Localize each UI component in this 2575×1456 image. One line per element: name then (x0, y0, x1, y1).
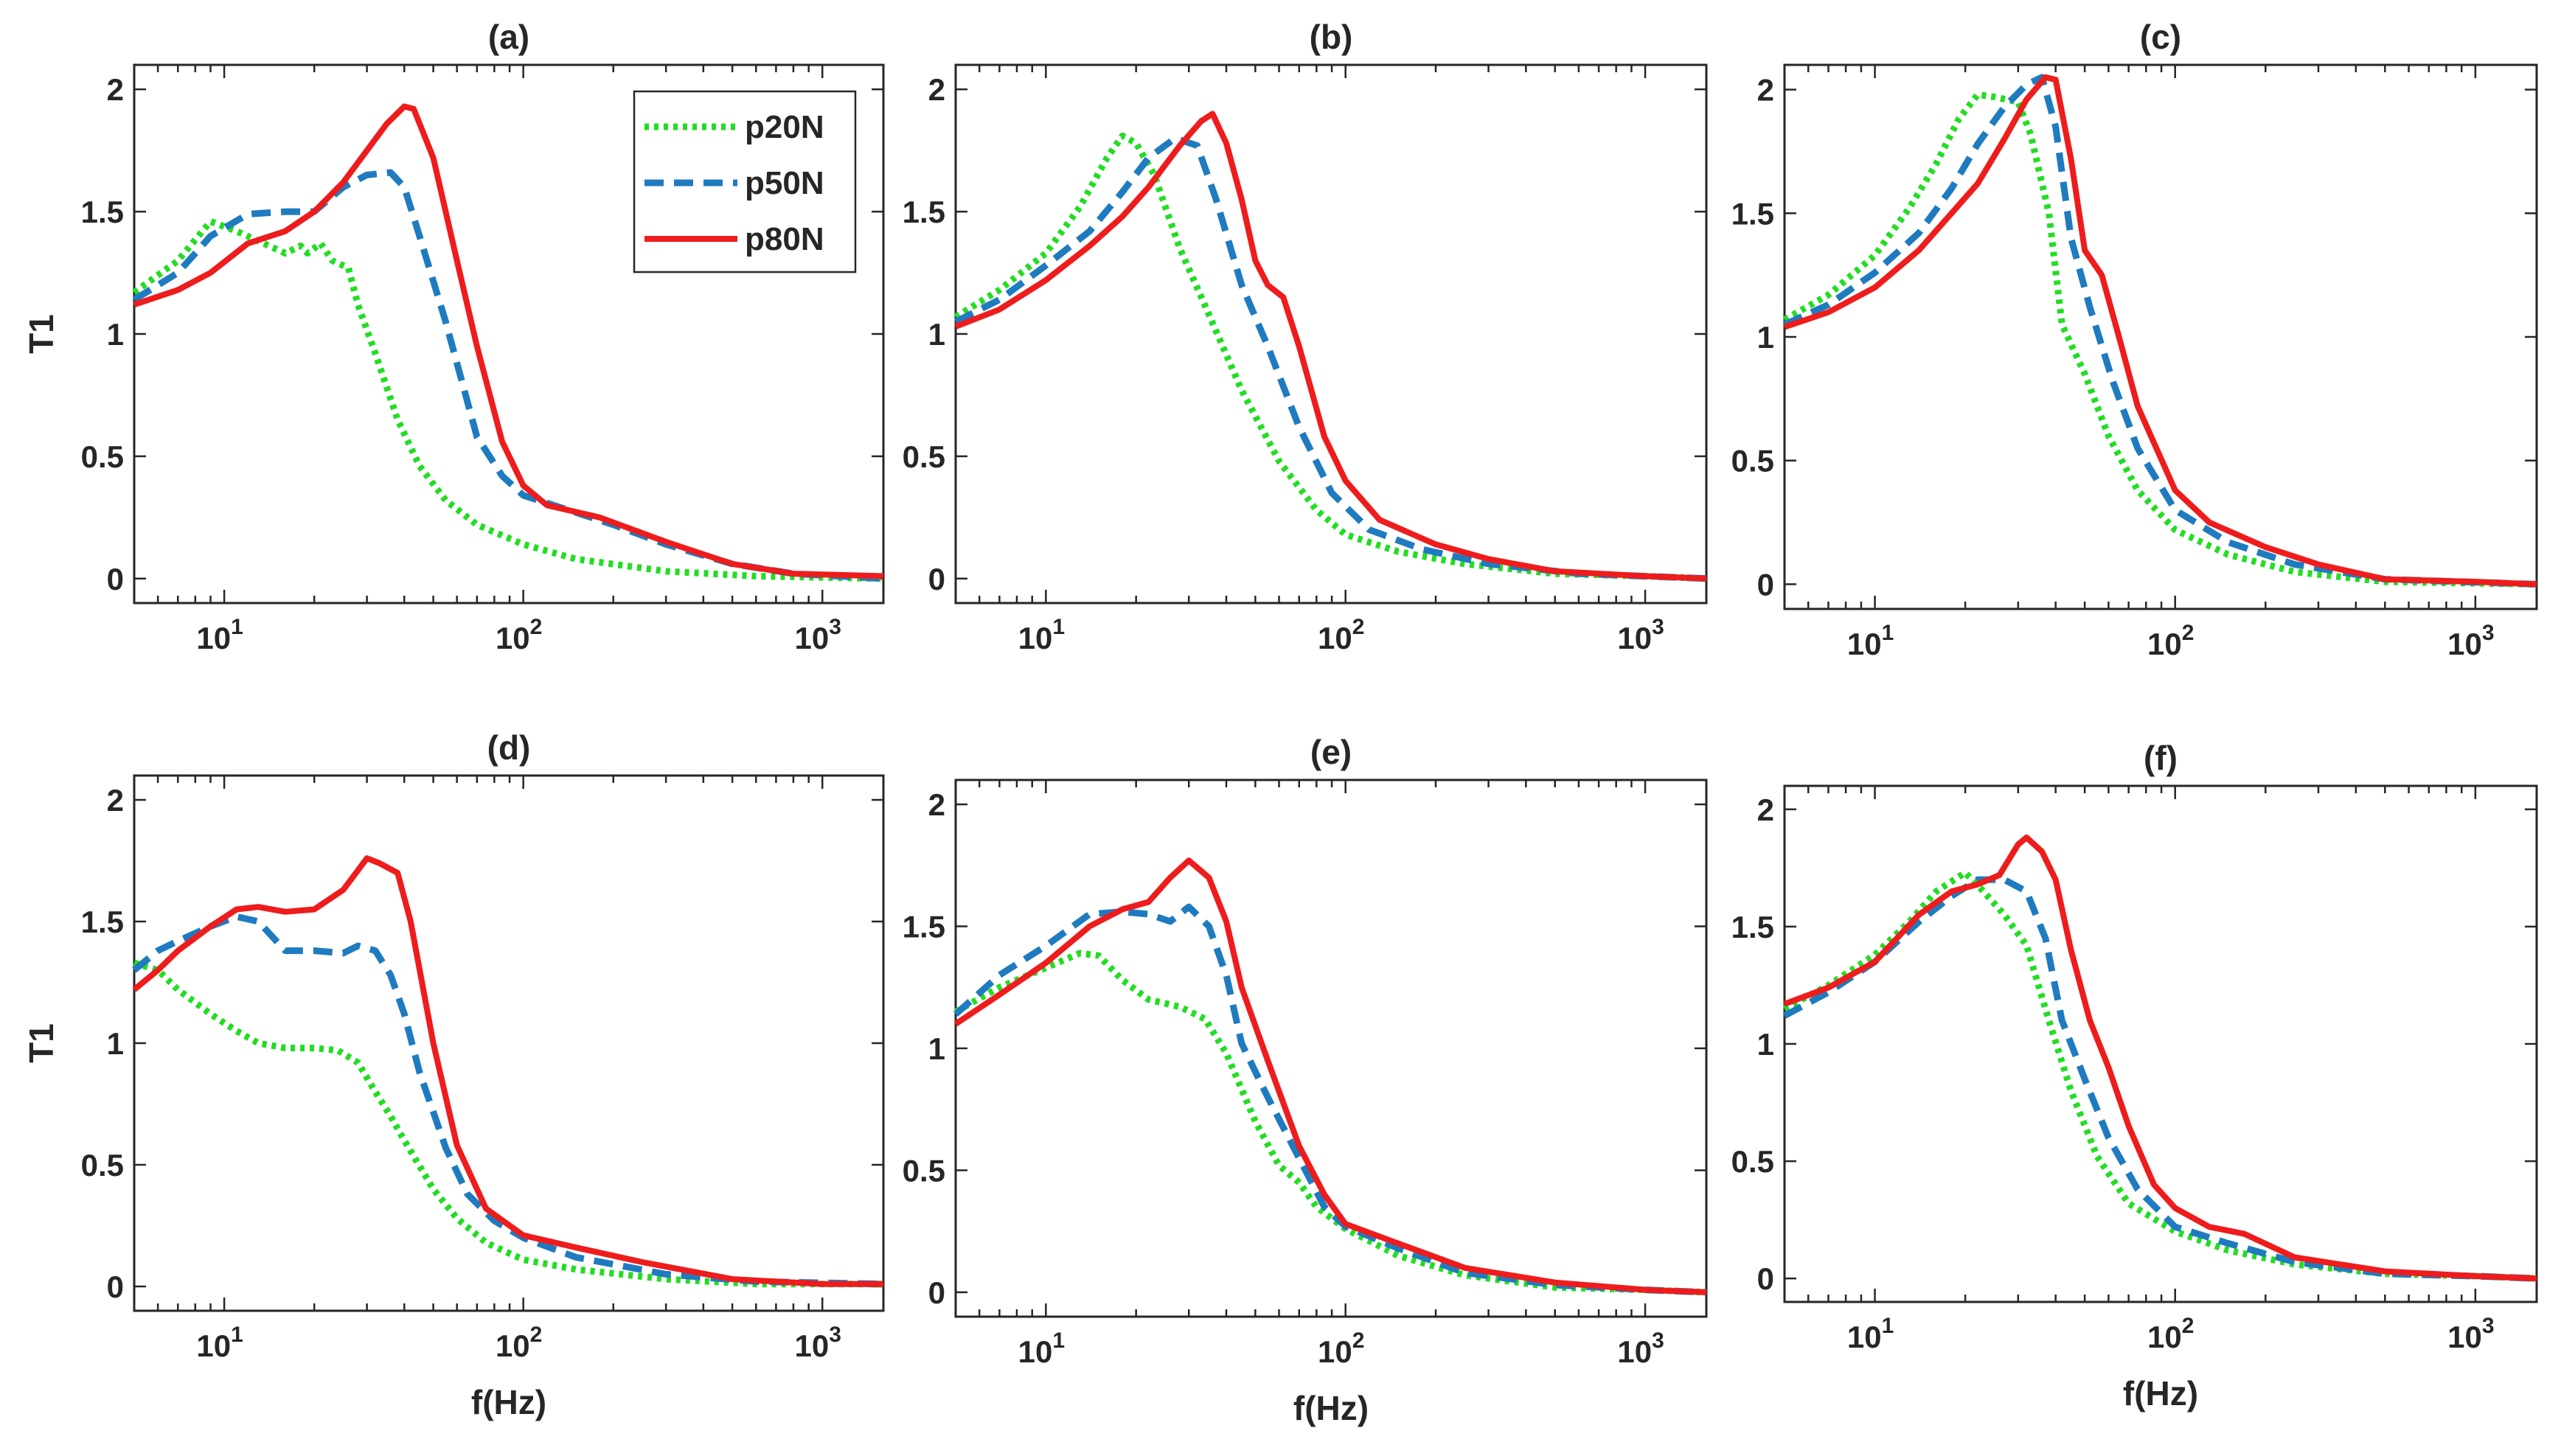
series-line-p20N (1782, 91, 2537, 588)
y-axis-label: T1 (22, 314, 60, 354)
y-tick-label: 1 (107, 317, 124, 352)
x-axis-label: f(Hz) (471, 1383, 546, 1421)
panel-title: (e) (1310, 733, 1352, 771)
x-tick-label: 103 (795, 615, 841, 655)
series-line-p20N (132, 217, 884, 582)
x-tick-label: 102 (1318, 1328, 1364, 1369)
y-tick-label: 1 (1757, 1027, 1774, 1062)
y-tick-label: 1.5 (81, 195, 124, 229)
series-line-p80N (1783, 74, 2537, 588)
y-tick-label: 1 (1757, 320, 1774, 355)
x-tick-label: 102 (496, 615, 542, 655)
panel-c: 0 0.5 1 1.5 2 101 102 103 (c) (1731, 18, 2538, 661)
x-tick-label: 103 (1617, 1328, 1664, 1369)
panel-title: (b) (1310, 18, 1353, 56)
y-tick-label: 1 (928, 317, 945, 352)
panel-title: (a) (488, 18, 529, 56)
y-tick-label: 0.5 (81, 439, 124, 474)
y-axis-label: T1 (22, 1023, 60, 1063)
y-tick-label: 2 (928, 787, 945, 822)
y-tick-label: 1.5 (1731, 196, 1774, 231)
y-tick-label: 0 (1757, 1261, 1774, 1296)
series-line-p50N (1783, 74, 2537, 588)
panel-f: 0 0.5 1 1.5 2 101 102 103 (f) f(Hz) (1731, 739, 2538, 1413)
y-tick-label: 1.5 (903, 195, 945, 229)
panel-e: 0 0.5 1 1.5 2 101 102 103 (e) f(Hz) (903, 733, 1708, 1427)
y-tick-label: 0.5 (81, 1148, 124, 1182)
series-line-p50N (132, 169, 884, 582)
legend-label-p20N: p20N (745, 109, 824, 145)
series-line-p80N (953, 857, 1707, 1295)
panel-title: (d) (487, 728, 531, 767)
series-line-p80N (133, 103, 884, 579)
y-tick-label: 2 (1757, 73, 1774, 108)
panel-title: (f) (2144, 739, 2178, 777)
x-axis-label: f(Hz) (2123, 1374, 2198, 1413)
y-tick-label: 0.5 (1731, 444, 1774, 478)
axes-box (1783, 784, 2538, 1303)
y-tick-label: 1 (107, 1026, 124, 1061)
y-tick-label: 0.5 (1731, 1144, 1774, 1179)
y-tick-label: 1.5 (81, 905, 124, 939)
series-line-p50N (132, 913, 884, 1288)
x-tick-label: 103 (2447, 621, 2494, 661)
x-tick-label: 103 (2447, 1314, 2494, 1354)
y-tick-label: 0 (928, 1275, 945, 1310)
y-tick-label: 0 (107, 562, 124, 596)
axes-box (954, 778, 1708, 1318)
y-tick-label: 1.5 (1731, 910, 1774, 944)
series-line-p50N (953, 135, 1707, 582)
panel-title: (c) (2140, 18, 2181, 56)
axes-box (1783, 63, 2538, 610)
y-tick-label: 2 (107, 783, 124, 818)
y-tick-label: 0 (928, 562, 945, 596)
axes-box (133, 774, 885, 1312)
y-tick-label: 1.5 (903, 910, 945, 944)
x-tick-label: 103 (1617, 615, 1664, 655)
legend: p20N p50N p80N (633, 90, 857, 274)
y-tick-label: 0.5 (903, 439, 945, 474)
x-tick-label: 102 (2147, 621, 2194, 661)
panel-d: 0 0.5 1 1.5 2 101 102 103 (d) T1 f(Hz) (22, 728, 885, 1421)
x-tick-label: 101 (1018, 1328, 1065, 1369)
y-tick-label: 0.5 (903, 1153, 945, 1188)
series-line-p20N (953, 132, 1707, 582)
x-tick-label: 101 (196, 1323, 243, 1363)
y-tick-label: 2 (107, 72, 124, 107)
x-tick-label: 101 (1018, 615, 1065, 655)
x-axis-label: f(Hz) (1293, 1389, 1369, 1427)
series-line-p50N (1782, 876, 2537, 1282)
y-tick-label: 2 (928, 72, 945, 107)
y-tick-label: 0 (1757, 567, 1774, 602)
x-tick-label: 101 (196, 615, 243, 655)
y-tick-label: 2 (1757, 793, 1774, 827)
series-line-p80N (954, 111, 1707, 582)
y-tick-label: 1 (928, 1031, 945, 1066)
x-tick-label: 103 (795, 1323, 841, 1363)
panel-b: 0 0.5 1 1.5 2 101 102 103 (b) (903, 18, 1708, 655)
x-tick-label: 102 (496, 1323, 542, 1363)
x-tick-label: 101 (1847, 621, 1894, 661)
legend-label-p50N: p50N (745, 165, 824, 201)
x-tick-label: 101 (1847, 1314, 1894, 1354)
series-line-p80N (132, 855, 883, 1287)
x-tick-label: 102 (2147, 1314, 2194, 1354)
legend-box (633, 90, 857, 274)
y-tick-label: 0 (107, 1269, 124, 1304)
panel-a: 0 0.5 1 1.5 2 101 102 103 (a) T1 p20N p50N p80N (22, 18, 885, 655)
series-line-p80N (1783, 835, 2537, 1282)
series-line-p50N (953, 903, 1707, 1296)
x-tick-label: 102 (1318, 615, 1364, 655)
axes-box (954, 63, 1708, 605)
legend-label-p80N: p80N (745, 221, 824, 257)
